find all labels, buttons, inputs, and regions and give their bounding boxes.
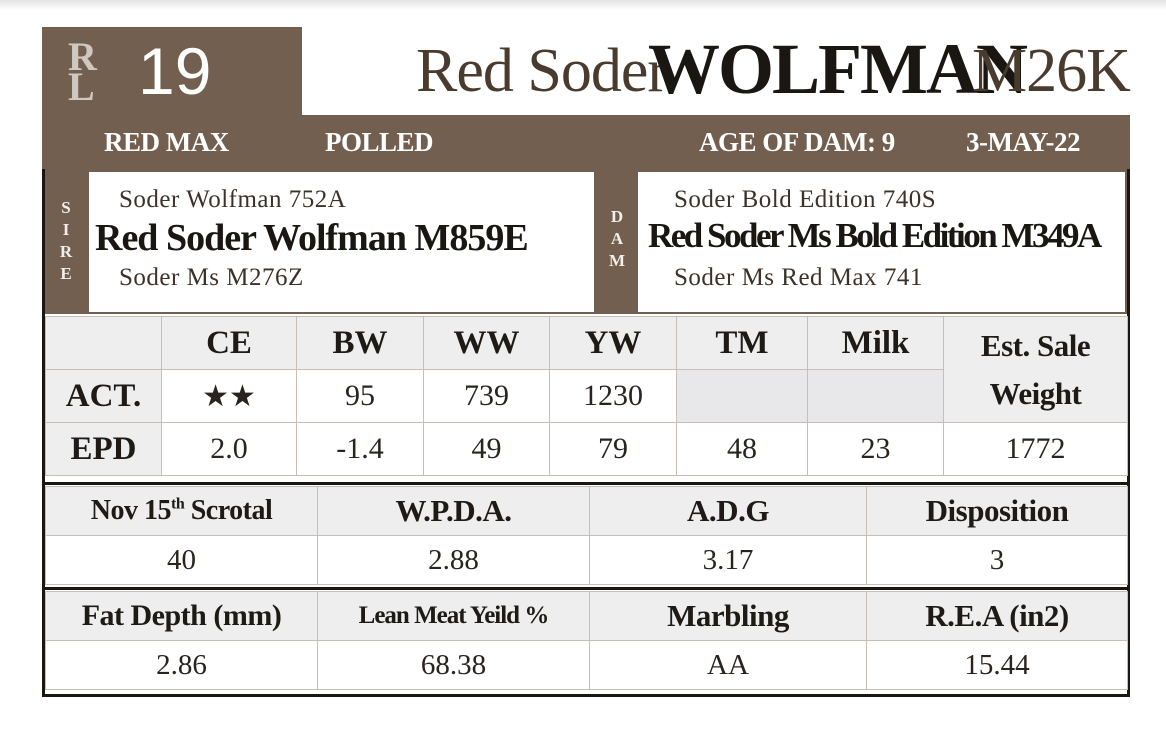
sire-name: Red Soder Wolfman M859E [95,217,529,259]
row-label-epd: EPD [45,422,162,476]
epd-tm: 48 [676,422,808,476]
disposition-value: 3 [866,535,1128,585]
col-ce: CE [161,316,297,370]
epd-corner [45,316,162,370]
scrotal-value: 40 [45,535,318,585]
act-milk [807,369,944,423]
sire-box: Soder Wolfman 752A Red Soder Wolfman M85… [89,172,594,312]
col-milk: Milk [807,316,944,370]
act-yw: 1230 [549,369,677,423]
marbling-value: AA [589,640,867,690]
dam-box: Soder Bold Edition 740S Red Soder Ms Bol… [638,172,1125,312]
act-tm [676,369,808,423]
col-bw: BW [296,316,424,370]
dam-sire: Soder Bold Edition 740S [674,186,937,213]
divider [45,482,1127,485]
col-lean-meat-yield: Lean Meat Yeild % [317,591,590,641]
wpda-value: 2.88 [317,535,590,585]
col-adg: A.D.G [589,486,867,536]
color-label: RED MAX [104,127,229,157]
epd-ww: 49 [423,422,550,476]
measures-table-2: Fat Depth (mm) Lean Meat Yeild % Marblin… [45,591,1128,690]
top-shadow [0,0,1166,10]
lot-badge: R L 19 [42,27,302,115]
col-wpda: W.P.D.A. [317,486,590,536]
fat-depth-value: 2.86 [45,640,318,690]
sire-dam: Soder Ms M276Z [119,264,304,291]
epd-milk: 23 [807,422,944,476]
col-rea: R.E.A (in2) [866,591,1128,641]
col-est-sale-weight: Est. Sale Weight [943,316,1128,423]
act-ce: ★★ [161,369,297,423]
age-of-dam: AGE OF DAM: 9 [699,127,895,157]
dam-side-label: D A M [608,207,626,270]
act-bw: 95 [296,369,424,423]
epd-table: CE BW WW YW TM Milk Est. Sale Weight ACT… [45,316,1128,476]
sire-sire: Soder Wolfman 752A [119,186,347,213]
epd-bw: -1.4 [296,422,424,476]
dam-name: Red Soder Ms Bold Edition M349A [648,216,1102,255]
divider [45,587,1127,590]
row-label-act: ACT. [45,369,162,423]
horn-label: POLLED [325,127,434,157]
col-ww: WW [423,316,550,370]
adg-value: 3.17 [589,535,867,585]
title-name: WOLFMAN [648,29,1028,109]
lot-number: 19 [138,34,212,108]
info-bar: RED MAX POLLED AGE OF DAM: 9 3-MAY-22 [42,115,1130,169]
epd-ce: 2.0 [161,422,297,476]
epd-yw: 79 [549,422,677,476]
col-fat-depth: Fat Depth (mm) [45,591,318,641]
rea-value: 15.44 [866,640,1128,690]
title-prefix: Red Soder [416,37,668,105]
col-tm: TM [676,316,808,370]
lean-meat-yield-value: 68.38 [317,640,590,690]
col-marbling: Marbling [589,591,867,641]
col-scrotal: Nov 15th Scrotal [45,486,318,536]
dam-dam: Soder Ms Red Max 741 [674,264,923,291]
rl-logo-icon: R L [68,34,97,109]
measures-table-1: Nov 15th Scrotal W.P.D.A. A.D.G Disposit… [45,486,1128,585]
title-tag: M26K [972,37,1131,105]
col-yw: YW [549,316,677,370]
sire-side-label: S I R E [59,198,73,283]
epd-est-sale-weight: 1772 [943,422,1128,476]
col-disposition: Disposition [866,486,1128,536]
birth-date: 3-MAY-22 [966,127,1081,157]
act-ww: 739 [423,369,550,423]
